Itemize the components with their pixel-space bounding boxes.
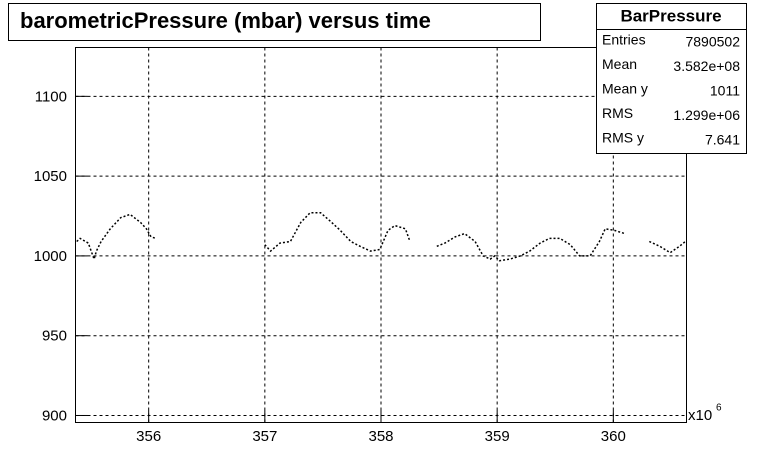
stats-label: RMS [602, 105, 633, 121]
stats-label: Mean y [602, 81, 648, 97]
x-tick-label: 357 [252, 428, 277, 445]
stats-value: 1.299e+06 [673, 107, 740, 123]
stats-value: 7.641 [705, 132, 740, 148]
x-tick-label: 358 [368, 428, 393, 445]
data-line [76, 212, 686, 262]
x-tick-label: 356 [136, 428, 161, 445]
x-tick-label: 360 [601, 428, 626, 445]
title-box [8, 3, 541, 41]
x-multiplier: x10 [688, 407, 712, 424]
stats-value: 3.582e+08 [673, 58, 740, 74]
stats-label: Entries [602, 32, 646, 48]
y-tick-label: 950 [42, 328, 67, 345]
chart-title: barometricPressure (mbar) versus time [20, 8, 431, 33]
x-tick-label: 359 [485, 428, 510, 445]
stats-label: RMS y [602, 130, 644, 146]
y-tick-label: 1100 [35, 88, 67, 105]
stats-label: Mean [602, 56, 637, 72]
stats-value: 1011 [710, 83, 740, 99]
y-tick-label: 1000 [34, 248, 67, 265]
stats-value: 7890502 [685, 34, 740, 50]
x-multiplier-exponent: 6 [716, 403, 722, 414]
stats-title: BarPressure [620, 6, 721, 25]
y-tick-label: 900 [42, 407, 67, 424]
stats-box [596, 3, 747, 154]
y-tick-label: 1050 [34, 168, 67, 185]
